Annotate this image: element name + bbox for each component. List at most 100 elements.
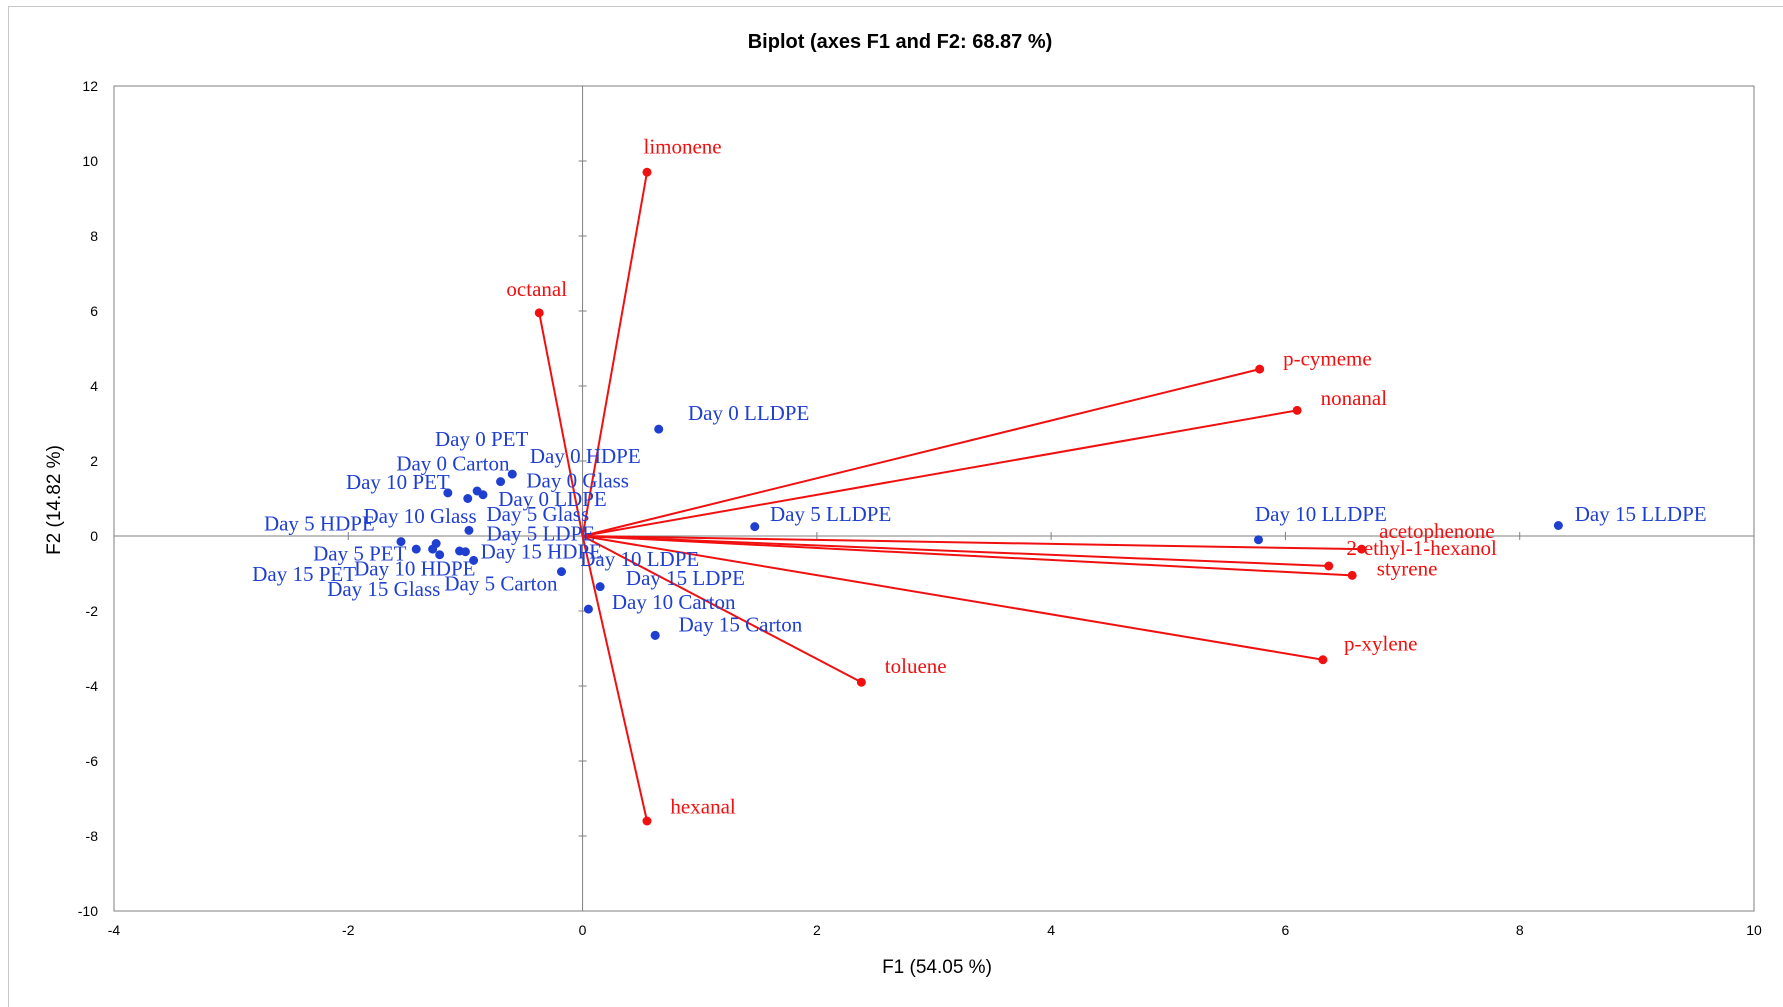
variable-vector — [582, 409, 1298, 537]
observation-point — [478, 490, 488, 500]
observation-label: Day 10 LLDPE — [1255, 502, 1387, 526]
y-tick-label: -10 — [78, 903, 98, 919]
y-tick-label: -6 — [86, 753, 99, 769]
observation-point — [411, 544, 421, 554]
y-tick-label: 10 — [82, 153, 98, 169]
variable-label: nonanal — [1321, 386, 1388, 410]
variable-label: 2-ethyl-1-hexanol — [1346, 536, 1497, 560]
variable-point — [534, 308, 544, 318]
observation-label: Day 10 PET — [346, 470, 450, 494]
observation-label: Day 15 Glass — [327, 577, 440, 601]
variable-label: p-xylene — [1344, 631, 1417, 655]
observation-point — [654, 424, 664, 434]
y-tick-label: 12 — [82, 78, 98, 94]
variable-vector — [582, 535, 862, 684]
observation-label: Day 10 Carton — [612, 590, 736, 614]
variable-point — [1255, 364, 1265, 374]
variable-label: octanal — [506, 277, 567, 301]
variable-point — [642, 167, 652, 177]
variable-point — [1324, 561, 1334, 571]
observation-point — [750, 522, 760, 532]
variable-vector — [581, 535, 648, 822]
observation-label: Day 0 LLDPE — [688, 401, 809, 425]
x-tick-label: -4 — [108, 922, 121, 938]
observation-label: Day 15 HDPE — [481, 540, 602, 564]
observation-label: Day 5 Glass — [487, 502, 590, 526]
observation-label: Day 5 PET — [313, 541, 406, 565]
variable-vector — [582, 535, 1362, 551]
observation-label: Day 0 Glass — [526, 468, 629, 492]
variable-vector — [582, 535, 1329, 567]
chart-frame — [8, 6, 1783, 1007]
observation-label: Day 15 Carton — [679, 613, 803, 637]
observation-label: Day 5 LDPE — [487, 522, 596, 546]
observation-point — [507, 469, 517, 479]
x-tick-label: 2 — [813, 922, 821, 938]
observation-point — [556, 567, 566, 577]
x-tick-label: -2 — [342, 922, 355, 938]
variable-label: toluene — [885, 654, 947, 678]
y-tick-label: 0 — [90, 528, 98, 544]
variable-vector — [582, 535, 1353, 577]
observation-point — [583, 604, 593, 614]
variable-vector — [582, 368, 1260, 537]
observation-label: Day 15 LDPE — [626, 566, 745, 590]
variable-label: limonene — [643, 135, 721, 159]
observation-label: Day 5 Carton — [444, 571, 558, 595]
plot-area — [113, 85, 1755, 912]
axes-layer — [114, 86, 1754, 911]
observation-point — [435, 550, 445, 560]
x-tick-label: 8 — [1516, 922, 1524, 938]
observation-point — [650, 630, 660, 640]
observation-point — [1253, 535, 1263, 545]
observation-label: Day 10 Glass — [364, 504, 477, 528]
observation-label: Day 15 LLDPE — [1575, 502, 1707, 526]
x-axis-title: F1 (54.05 %) — [882, 957, 992, 978]
observation-label: Day 0 HDPE — [530, 444, 641, 468]
observation-point — [396, 537, 406, 547]
variable-vectors — [534, 167, 1367, 826]
chart-title: Biplot (axes F1 and F2: 68.87 %) — [748, 31, 1053, 53]
observation-label: Day 0 Carton — [396, 451, 510, 475]
observation-label: Day 10 LDPE — [580, 547, 699, 571]
y-tick-label: 4 — [90, 378, 98, 394]
variable-point — [1292, 405, 1302, 415]
observation-point — [595, 582, 605, 592]
variable-label: p-cymeme — [1283, 346, 1372, 370]
y-tick-label: -8 — [86, 828, 99, 844]
observation-point — [428, 544, 438, 554]
y-tick-label: -2 — [86, 603, 99, 619]
observation-label: Day 5 HDPE — [264, 511, 375, 535]
variable-vector — [582, 535, 1324, 661]
variable-point — [856, 677, 866, 687]
variable-label: acetophenone — [1379, 519, 1494, 543]
observation-label: Day 15 PET — [252, 562, 356, 586]
observation-label: Day 0 LDPE — [498, 487, 607, 511]
observation-point — [496, 477, 506, 487]
variable-point — [642, 816, 652, 826]
x-tick-label: 0 — [579, 922, 587, 938]
y-axis-title: F2 (14.82 %) — [44, 445, 65, 555]
observation-point — [463, 494, 473, 503]
observation-label: Day 5 LLDPE — [770, 502, 891, 526]
y-tick-label: 2 — [90, 453, 98, 469]
variable-label: hexanal — [670, 795, 735, 819]
variable-vector — [538, 312, 584, 537]
x-tick-label: 6 — [1282, 922, 1290, 938]
observation-point — [464, 525, 474, 535]
x-tick-label: 10 — [1746, 922, 1762, 938]
observation-point — [443, 488, 453, 498]
ticks-layer: -4 -2 0 2 4 6 8 10 -10 -8 -6 -4 -2 0 2 4 6 8 10 12 — [78, 78, 1762, 938]
variable-vector — [581, 172, 648, 537]
variable-point — [1347, 570, 1357, 580]
variable-point — [1357, 544, 1367, 554]
variable-label: styrene — [1377, 556, 1438, 580]
variable-point — [1318, 655, 1328, 665]
observation-point — [1553, 521, 1563, 530]
x-tick-label: 4 — [1047, 922, 1055, 938]
observation-label: Day 0 PET — [435, 427, 528, 451]
y-tick-label: 6 — [90, 303, 98, 319]
y-tick-label: -4 — [86, 678, 99, 694]
